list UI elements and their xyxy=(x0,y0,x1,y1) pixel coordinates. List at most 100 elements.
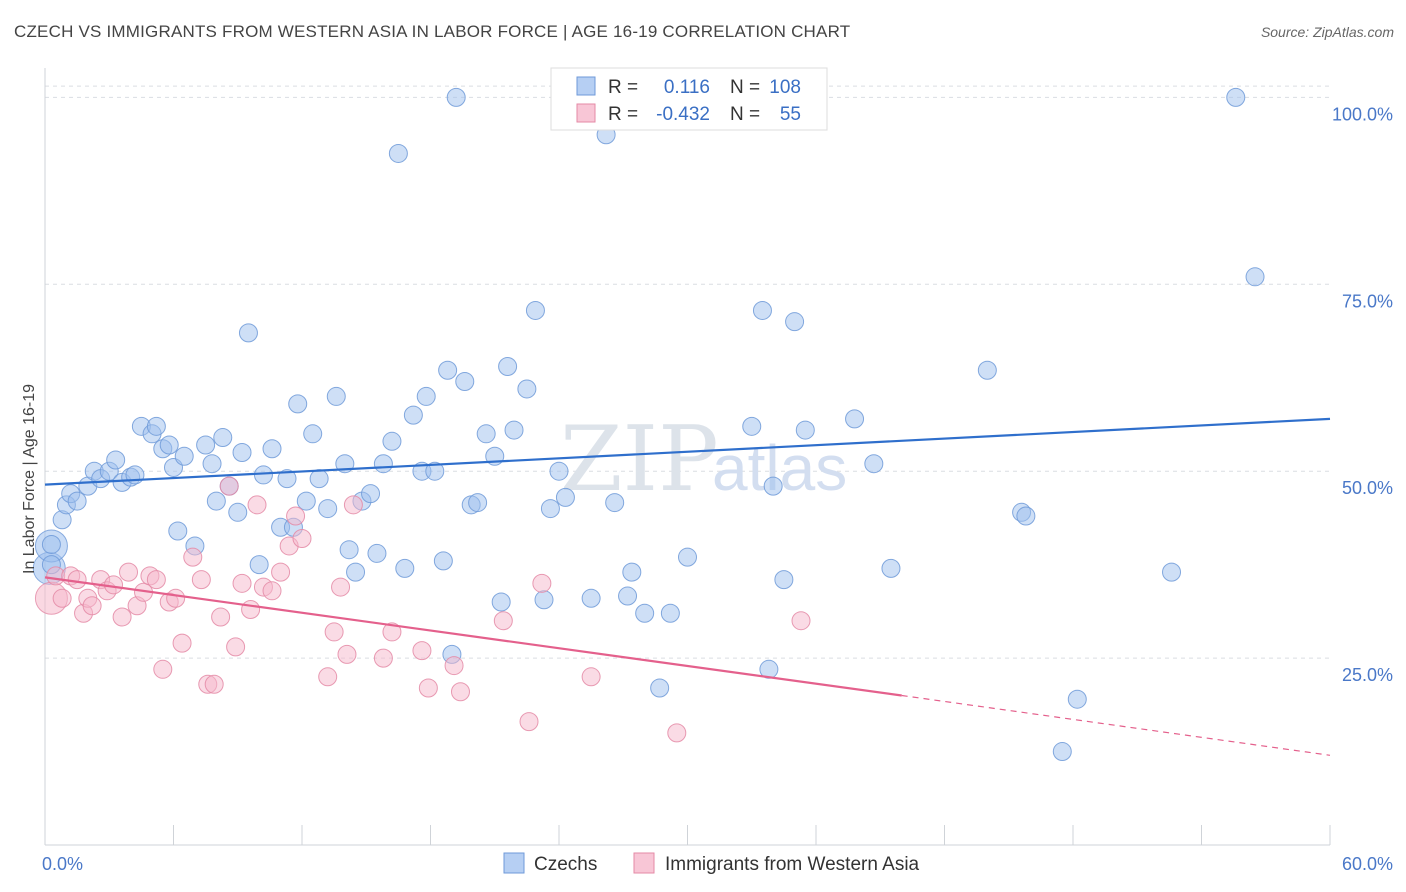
point-s0-5 xyxy=(67,491,87,511)
point-s0-89 xyxy=(759,659,779,679)
point-s0-20 xyxy=(174,446,194,466)
point-s0-40 xyxy=(309,469,329,489)
watermark-atlas: atlas xyxy=(712,432,847,504)
point-s0-58 xyxy=(438,360,458,380)
point-s0-70 xyxy=(525,300,545,320)
point-s1-15 xyxy=(146,570,166,590)
point-s0-91 xyxy=(774,570,794,590)
point-s0-21 xyxy=(168,521,188,541)
point-s1-29 xyxy=(247,495,267,515)
point-s0-67 xyxy=(498,357,518,377)
tick-labels: 25.0% 50.0% 75.0% 100.0% 0.0% 60.0% xyxy=(42,104,1393,874)
legend-n-value-1: 108 xyxy=(769,77,801,98)
trend-line-dashed-s1 xyxy=(901,694,1331,756)
point-s0-98 xyxy=(977,360,997,380)
point-s1-32 xyxy=(271,562,291,582)
point-s0-100 xyxy=(1016,506,1036,526)
point-s0-66 xyxy=(491,592,511,612)
point-s0-85 xyxy=(678,547,697,567)
point-s0-10 xyxy=(106,450,126,470)
point-s1-23 xyxy=(204,674,224,694)
point-s0-102 xyxy=(1067,689,1087,709)
point-s1-16 xyxy=(153,659,173,679)
point-s1-20 xyxy=(183,547,203,567)
point-s0-60 xyxy=(446,87,466,107)
point-s1-25 xyxy=(219,476,239,496)
point-s1-47 xyxy=(493,611,513,631)
point-s0-84 xyxy=(660,603,680,623)
point-s0-38 xyxy=(296,491,316,511)
point-s1-50 xyxy=(581,667,601,687)
point-s0-80 xyxy=(622,562,642,582)
point-s0-1 xyxy=(41,534,61,554)
gridlines xyxy=(45,85,1330,659)
legend-n-label-2: N = xyxy=(730,104,760,125)
point-s1-21 xyxy=(191,570,211,590)
point-s1-38 xyxy=(331,577,351,597)
point-s0-57 xyxy=(433,551,453,571)
point-s1-11 xyxy=(119,562,139,582)
point-s0-29 xyxy=(232,443,252,462)
legend-box: R = 0.116 N = 108 R = -0.432 N = 55 xyxy=(550,67,828,131)
y-axis-label: In Labor Force | Age 16-19 xyxy=(21,384,38,574)
legend-r-value-1: 0.116 xyxy=(664,77,710,98)
point-s0-88 xyxy=(752,300,772,320)
point-s0-44 xyxy=(339,540,359,560)
y-tick-label-0: 25.0% xyxy=(1342,665,1393,685)
point-s1-18 xyxy=(166,588,186,608)
point-s0-96 xyxy=(864,454,884,474)
point-s0-64 xyxy=(476,424,496,444)
point-s0-55 xyxy=(416,386,436,406)
point-s0-69 xyxy=(517,379,537,399)
legend-swatch-czechs xyxy=(576,76,596,96)
point-s0-104 xyxy=(1226,87,1246,107)
point-s0-74 xyxy=(555,487,575,507)
point-s0-31 xyxy=(249,555,269,575)
point-s0-26 xyxy=(213,428,233,448)
point-s0-76 xyxy=(581,588,601,608)
legend-n-label-1: N = xyxy=(730,77,760,98)
trend-line-s1 xyxy=(44,576,902,697)
data-points xyxy=(32,87,1265,762)
point-s0-45 xyxy=(346,562,366,582)
trend-line-s0 xyxy=(44,417,1331,486)
point-s1-40 xyxy=(343,495,363,515)
y-tick-label-3: 100.0% xyxy=(1332,104,1393,124)
point-s0-83 xyxy=(650,678,670,698)
legend-r-value-2: -0.432 xyxy=(656,104,710,125)
point-s1-26 xyxy=(226,637,246,657)
point-s1-27 xyxy=(232,573,252,593)
point-s1-3 xyxy=(67,570,87,590)
legend-r-label-2: R = xyxy=(608,104,638,125)
point-s0-28 xyxy=(228,502,248,522)
point-s1-52 xyxy=(791,611,811,631)
point-s0-50 xyxy=(382,431,402,451)
point-s0-35 xyxy=(277,469,297,489)
point-s0-103 xyxy=(1162,562,1182,582)
bottom-legend-immigrants: Immigrants from Western Asia xyxy=(665,854,920,875)
x-tick-label-max: 60.0% xyxy=(1342,854,1393,874)
point-s0-51 xyxy=(388,143,408,163)
point-s0-24 xyxy=(202,454,222,474)
point-s0-93 xyxy=(795,420,815,440)
point-s0-95 xyxy=(845,409,865,429)
point-s0-72 xyxy=(540,499,560,519)
chart-title: CZECH VS IMMIGRANTS FROM WESTERN ASIA IN… xyxy=(14,22,851,41)
point-s1-37 xyxy=(324,622,344,642)
point-s1-43 xyxy=(412,641,432,661)
point-s0-61 xyxy=(455,371,475,391)
point-s1-31 xyxy=(262,581,282,601)
point-s0-81 xyxy=(635,603,655,623)
legend-r-label-1: R = xyxy=(608,77,638,98)
point-s0-52 xyxy=(395,558,415,578)
trend-lines xyxy=(44,417,1331,756)
point-s1-24 xyxy=(211,607,231,627)
point-s0-92 xyxy=(785,312,805,332)
point-s0-30 xyxy=(238,323,258,343)
point-s0-25 xyxy=(206,491,226,511)
point-s0-87 xyxy=(742,416,762,436)
point-s0-23 xyxy=(196,435,216,455)
point-s0-71 xyxy=(534,590,554,610)
point-s0-16 xyxy=(146,416,166,436)
